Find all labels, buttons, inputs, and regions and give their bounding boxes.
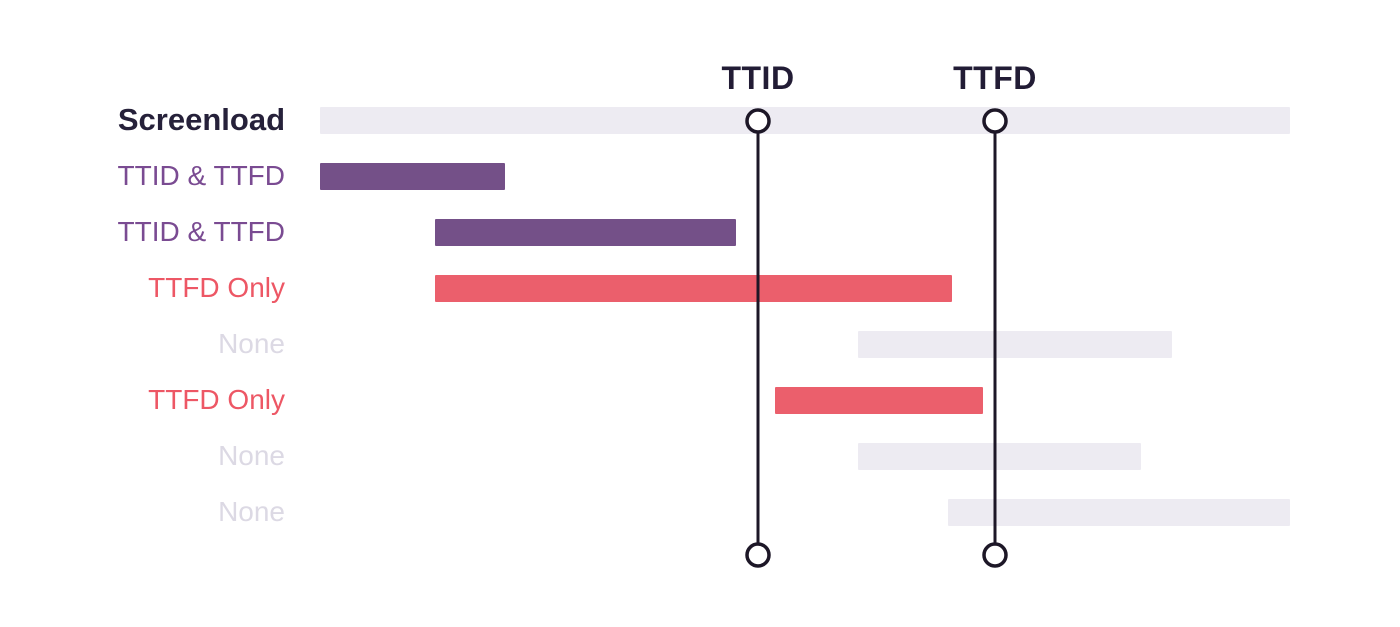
row-label-none: None: [218, 440, 285, 471]
ttfd-marker-circle: [982, 542, 1008, 568]
span-bar-none: [858, 330, 1172, 358]
ttid-marker-circle: [745, 542, 771, 568]
span-bar-ttfd-only: [435, 274, 952, 302]
row-label-ttfd-only: TTFD Only: [148, 272, 285, 303]
span-bar-ttid-ttfd: [435, 218, 736, 246]
row-label-screenload: Screenload: [117, 102, 285, 137]
span-bar-none: [948, 498, 1290, 526]
span-bar-ttid-ttfd: [320, 162, 505, 190]
ttid-marker-line: [745, 108, 771, 568]
ttid-marker-label: TTID: [721, 60, 795, 96]
row-label-ttid-ttfd: TTID & TTFD: [117, 160, 285, 191]
row-label-ttid-ttfd: TTID & TTFD: [117, 216, 285, 247]
span-bar-none: [858, 442, 1141, 470]
ttfd-marker-label: TTFD: [953, 60, 1037, 96]
row-label-ttfd-only: TTFD Only: [148, 384, 285, 415]
row-label-none: None: [218, 328, 285, 359]
row-label-none: None: [218, 496, 285, 527]
span-bar-screenload: [320, 106, 1290, 134]
span-bar-ttfd-only: [775, 386, 983, 414]
